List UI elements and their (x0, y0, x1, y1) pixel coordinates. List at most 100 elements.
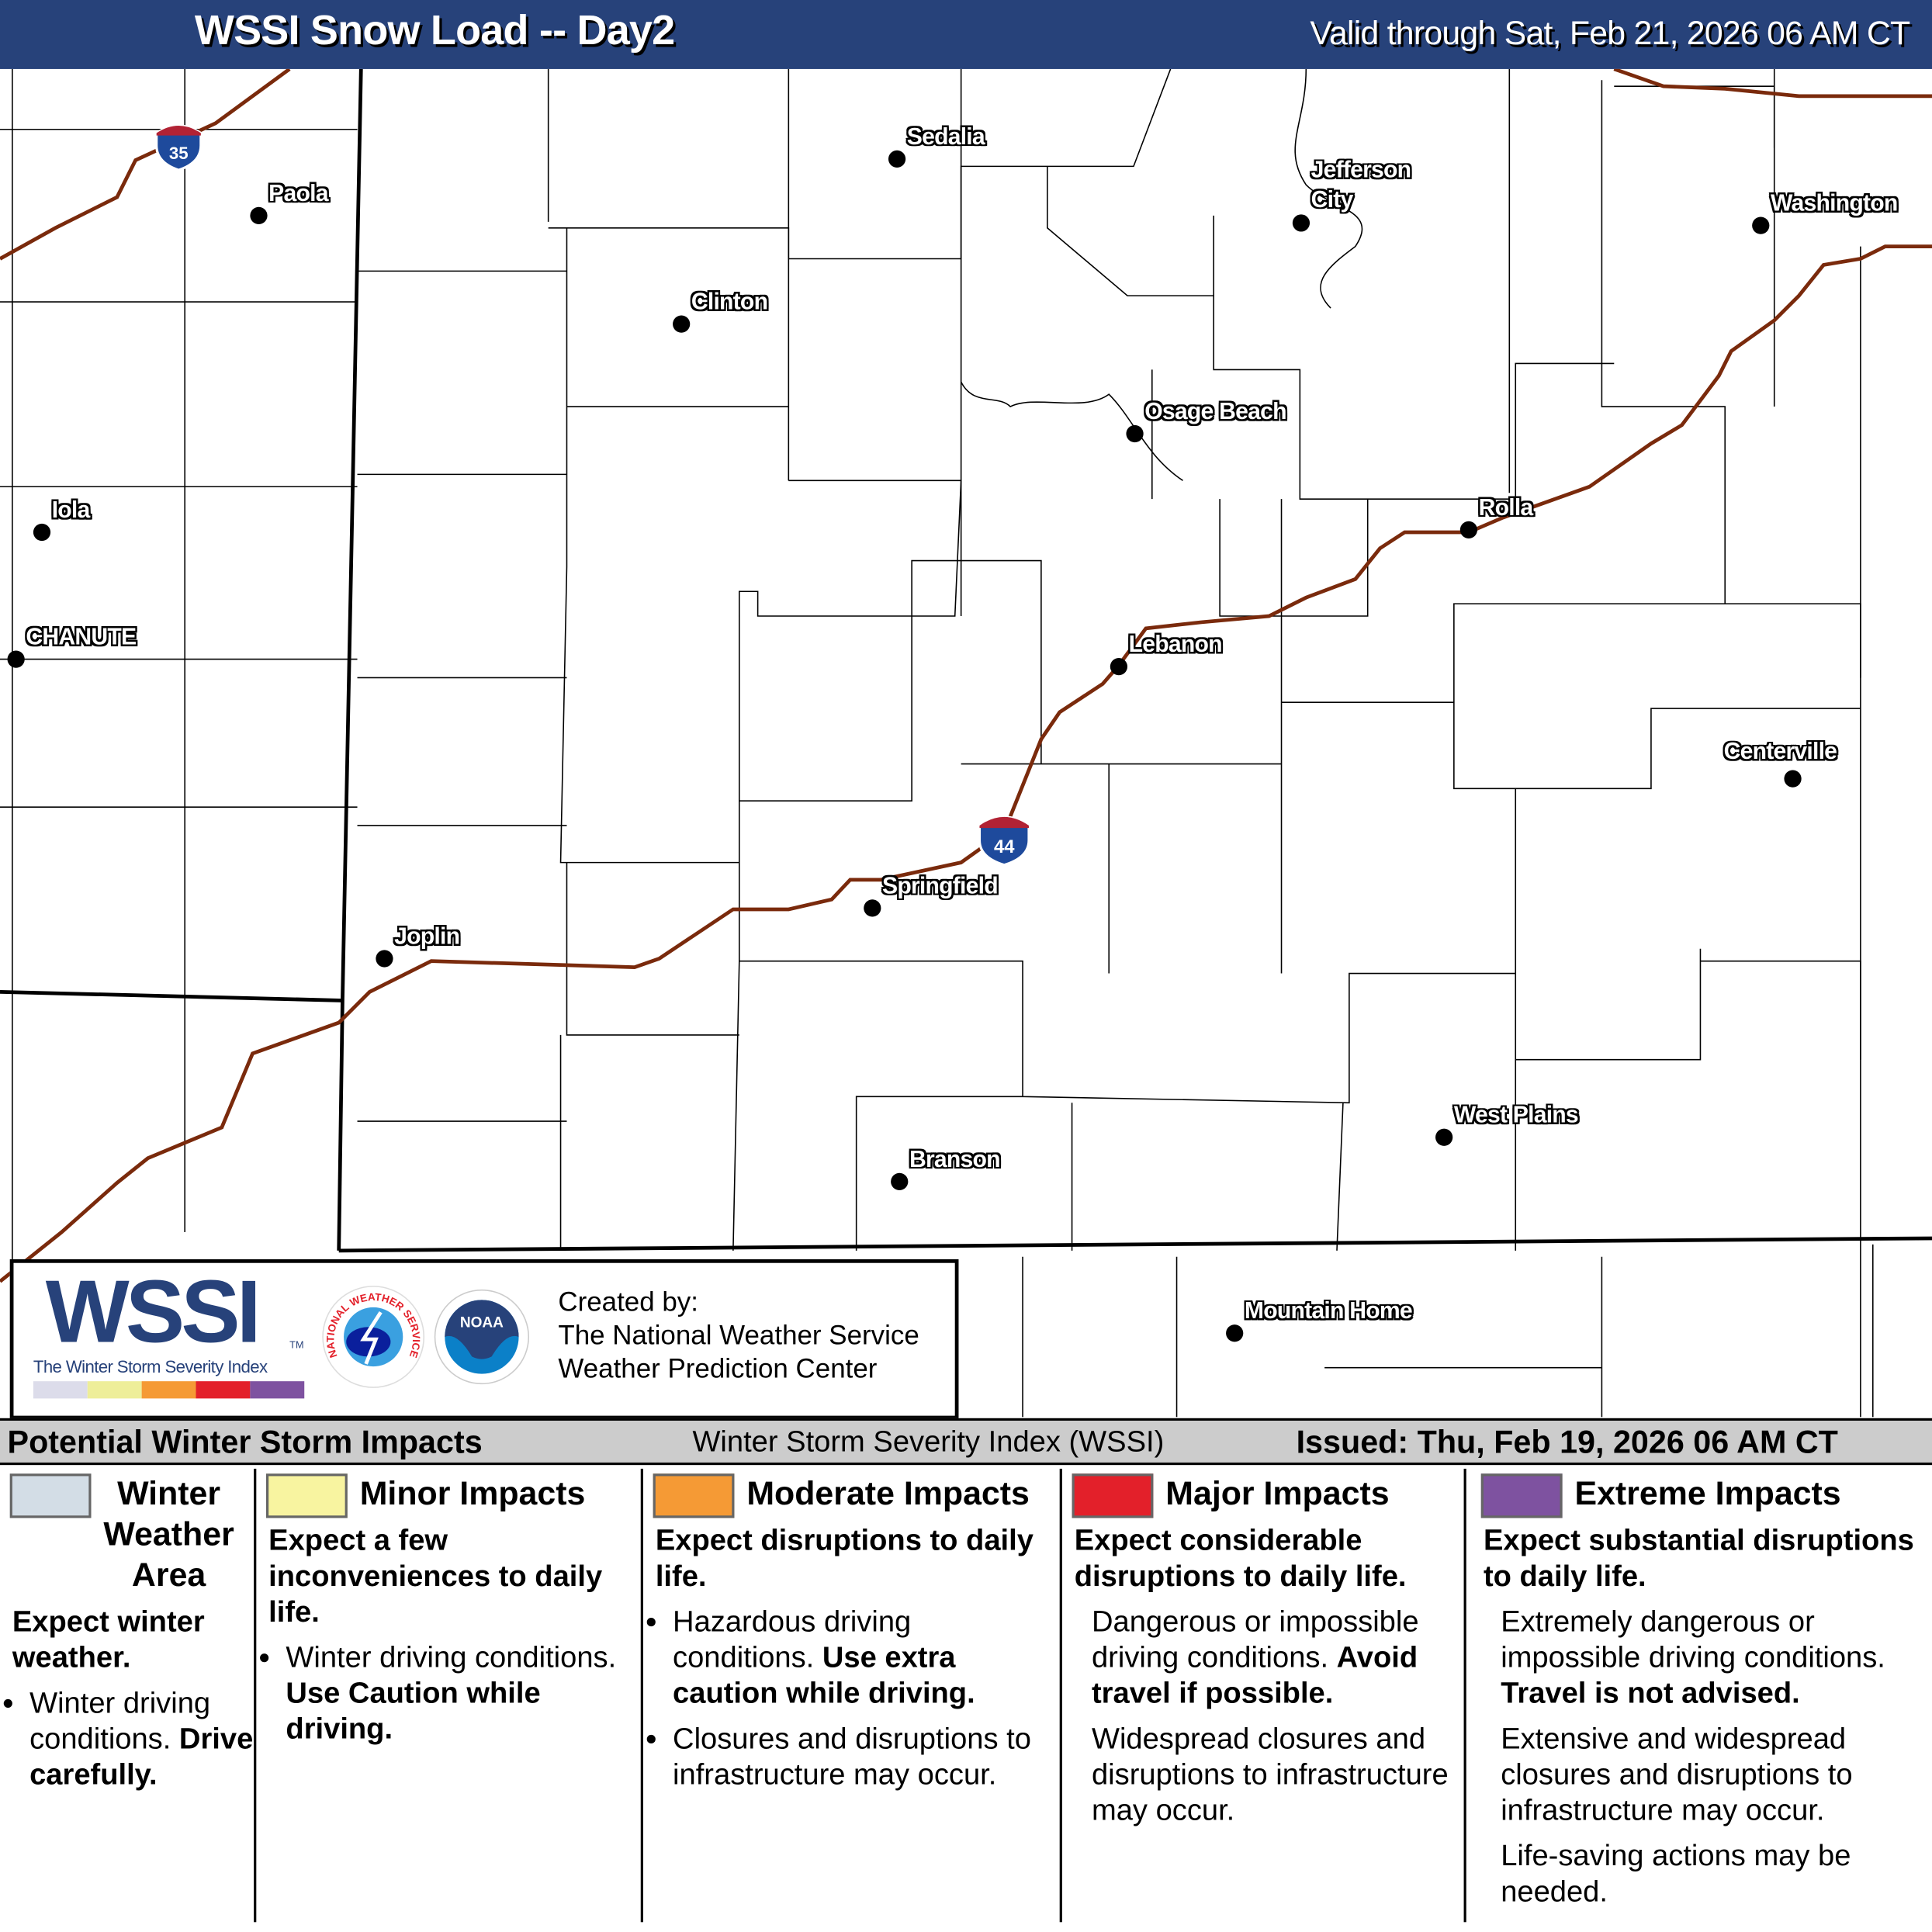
city-dot (864, 899, 881, 917)
city-dot (1226, 1324, 1244, 1342)
bullet-emphasis: Travel is not advised. (1501, 1677, 1800, 1711)
legend-color-swatch (1480, 1473, 1563, 1518)
bullet-text: Winter driving conditions. (286, 1641, 617, 1675)
org-wpc: Weather Prediction Center (558, 1352, 878, 1384)
category-bullet: Winter driving conditions. Use Caution w… (286, 1640, 638, 1747)
legend-divider (1463, 1468, 1466, 1923)
legend-color-swatch (9, 1473, 92, 1518)
category-bullet: Dangerous or impossible driving conditio… (1092, 1605, 1464, 1712)
bullet-emphasis: Use extra caution while driving. (673, 1641, 975, 1711)
city-label: Mountain Home (1244, 1298, 1413, 1325)
category-bullet: Winter driving conditions. Drive careful… (29, 1685, 254, 1792)
bullet-text: Extremely dangerous or impossible drivin… (1501, 1605, 1885, 1675)
city-label: Branson (909, 1147, 1001, 1173)
category-bullet: Extremely dangerous or impossible drivin… (1501, 1605, 1927, 1712)
legend-divider (640, 1468, 643, 1923)
category-summary: Expect a few inconveniences to daily lif… (268, 1524, 603, 1629)
city-label: Clinton (691, 289, 768, 316)
legend-color-swatch (266, 1473, 348, 1518)
category-title: Winter Weather Area (103, 1473, 234, 1595)
valid-time: Valid through Sat, Feb 21, 2026 06 AM CT (1310, 15, 1910, 52)
city-label: CHANUTE (26, 625, 137, 651)
city-label: Springfield (882, 873, 999, 900)
category-bullet: Widespread closures and disruptions to i… (1092, 1721, 1464, 1828)
legend-color-swatch (1072, 1473, 1154, 1518)
city-dot (7, 650, 25, 668)
swatch (33, 1381, 88, 1399)
header: WSSI Snow Load -- Day2 Valid through Sat… (0, 0, 1932, 69)
category-summary: Expect considerable disruptions to daily… (1074, 1524, 1407, 1594)
interstate-label: 44 (994, 836, 1015, 857)
map-title: WSSI Snow Load -- Day2 (194, 7, 675, 54)
legend-color-swatch (653, 1473, 735, 1518)
interstate-roads (0, 68, 1932, 1283)
swatch (87, 1381, 142, 1399)
noaa-text: NOAA (460, 1314, 504, 1331)
city-label: Osage Beach (1144, 399, 1286, 425)
category-title-line: Minor Impacts (359, 1474, 586, 1512)
legend-divider (254, 1468, 257, 1923)
legend-heading: Potential Winter Storm Impacts (7, 1423, 483, 1460)
swatch (141, 1381, 196, 1399)
wssi-logo: WSSI (45, 1262, 261, 1362)
category-bullet: Hazardous driving conditions. Use extra … (673, 1605, 1057, 1712)
city-dot (376, 950, 393, 968)
city-dot (888, 150, 906, 168)
bullet-emphasis: Drive carefully. (29, 1723, 254, 1792)
bullet-text: Winter driving conditions. (29, 1686, 211, 1756)
noaa-logo-icon: NOAA (434, 1289, 530, 1385)
legend-category: Major Impacts Expect considerable disrupt… (1069, 1466, 1459, 1923)
interstate-label: 35 (169, 144, 189, 163)
bullet-text: Extensive and widespread closures and di… (1501, 1723, 1853, 1828)
city-dot (1126, 424, 1144, 443)
map: 35 44 (0, 68, 1932, 1418)
city-label: Paola (268, 181, 328, 207)
legend-category: Moderate Impacts Expect disruptions to da… (650, 1466, 1052, 1923)
category-title: Moderate Impacts (746, 1473, 1030, 1514)
credits-box: WSSI TM The Winter Storm Severity Index … (9, 1259, 959, 1420)
category-title-line: Weather (103, 1515, 234, 1553)
interstate-shield-44: 44 (978, 815, 1030, 867)
city-dot (673, 315, 691, 333)
category-title-line: Moderate Impacts (746, 1474, 1030, 1512)
city-dot (33, 523, 51, 542)
city-dot (1435, 1128, 1453, 1146)
legend-category: Extreme Impacts Expect substantial disrup… (1479, 1466, 1923, 1923)
bullet-emphasis: Avoid travel if possible. (1091, 1641, 1418, 1711)
legend-divider (1059, 1468, 1062, 1923)
city-dot (1784, 770, 1802, 788)
nws-logo-icon: NATIONAL WEATHER SERVICE (322, 1286, 425, 1388)
category-bullet: Extensive and widespread closures and di… (1501, 1721, 1927, 1828)
bullet-text: Closures and disruptions to infrastructu… (673, 1723, 1031, 1792)
swatch (196, 1381, 251, 1399)
wssi-subtitle: The Winter Storm Severity Index (33, 1356, 268, 1376)
city-label: Lebanon (1128, 632, 1223, 658)
credits-text: Created by: The National Weather Service… (558, 1285, 919, 1385)
category-title-line: Area (131, 1556, 206, 1594)
city-dot (250, 206, 268, 225)
city-dot (1110, 657, 1128, 676)
category-title: Major Impacts (1165, 1473, 1389, 1514)
city-label: Joplin (394, 924, 460, 950)
city-dot (1752, 216, 1770, 234)
city-dot (1292, 214, 1311, 232)
org-nws: The National Weather Service (558, 1319, 919, 1351)
bullet-text: Dangerous or impossible driving conditio… (1091, 1605, 1419, 1675)
city-label: Sedalia (906, 124, 985, 151)
interstate-shield-35: 35 (155, 124, 203, 171)
legend-header-bar: Potential Winter Storm Impacts Winter St… (0, 1418, 1932, 1466)
state-lines (0, 68, 1932, 1253)
county-lines (0, 68, 1874, 1418)
category-summary: Expect substantial disruptions to daily … (1483, 1524, 1914, 1594)
created-by-label: Created by: (558, 1286, 698, 1317)
bullet-text: Life-saving actions may be needed. (1501, 1839, 1851, 1909)
category-bullet: Closures and disruptions to infrastructu… (673, 1721, 1057, 1792)
category-title-line: Major Impacts (1165, 1474, 1390, 1512)
city-label: Centerville (1723, 739, 1837, 766)
bullet-text: Hazardous driving conditions. (673, 1605, 912, 1675)
city-label: West Plains (1453, 1103, 1579, 1129)
category-title: Minor Impacts (360, 1473, 586, 1514)
issued-time: Issued: Thu, Feb 19, 2026 06 AM CT (1296, 1423, 1838, 1460)
